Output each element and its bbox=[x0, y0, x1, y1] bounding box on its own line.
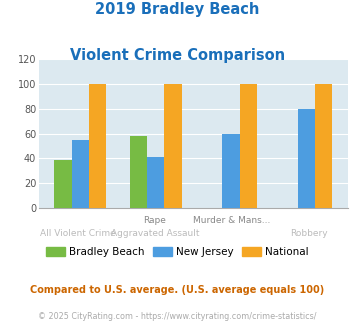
Bar bbox=[55, 160, 72, 208]
Bar bbox=[72, 140, 89, 208]
Text: 2019 Bradley Beach: 2019 Bradley Beach bbox=[95, 2, 260, 16]
Text: Compared to U.S. average. (U.S. average equals 100): Compared to U.S. average. (U.S. average … bbox=[31, 285, 324, 295]
Bar bbox=[130, 136, 147, 208]
Text: Robbery: Robbery bbox=[290, 229, 328, 238]
Bar bbox=[223, 134, 240, 208]
Legend: Bradley Beach, New Jersey, National: Bradley Beach, New Jersey, National bbox=[42, 243, 313, 261]
Bar bbox=[164, 84, 182, 208]
Text: Murder & Mans...: Murder & Mans... bbox=[193, 216, 271, 225]
Bar bbox=[298, 109, 315, 208]
Bar bbox=[315, 84, 332, 208]
Text: © 2025 CityRating.com - https://www.cityrating.com/crime-statistics/: © 2025 CityRating.com - https://www.city… bbox=[38, 312, 317, 321]
Text: Aggravated Assault: Aggravated Assault bbox=[111, 229, 199, 238]
Text: Rape: Rape bbox=[143, 216, 166, 225]
Bar bbox=[89, 84, 106, 208]
Bar bbox=[147, 157, 164, 208]
Text: Violent Crime Comparison: Violent Crime Comparison bbox=[70, 48, 285, 63]
Bar bbox=[240, 84, 257, 208]
Text: All Violent Crime: All Violent Crime bbox=[40, 229, 115, 238]
